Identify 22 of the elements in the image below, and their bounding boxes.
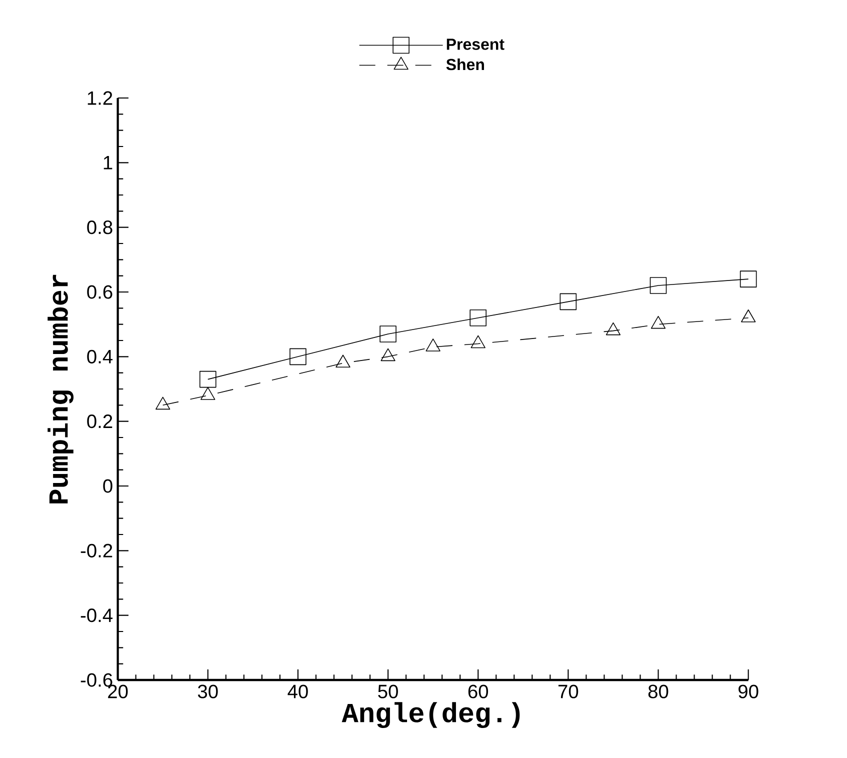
y-tick-label: -0.6 bbox=[80, 673, 112, 687]
x-tick-label: 60 bbox=[468, 684, 488, 698]
y-tick-label: -0.4 bbox=[80, 608, 113, 622]
x-axis-title: Angle(deg.) bbox=[342, 702, 520, 728]
x-tick-label: 90 bbox=[738, 684, 758, 698]
y-tick-label: 1.2 bbox=[88, 91, 112, 105]
y-tick-label: 0.4 bbox=[87, 350, 113, 364]
y-tick-label: 0.8 bbox=[87, 220, 112, 234]
legend-label: Shen bbox=[446, 58, 484, 70]
x-tick-label: 40 bbox=[288, 684, 308, 698]
x-tick-label: 30 bbox=[198, 684, 218, 698]
y-axis-title: Pumping number bbox=[48, 274, 74, 504]
x-tick-label: 50 bbox=[378, 684, 398, 698]
x-tick-label: 20 bbox=[108, 684, 128, 698]
x-tick-label: 80 bbox=[648, 684, 668, 698]
y-tick-label: 0.6 bbox=[87, 285, 112, 299]
x-tick-label: 70 bbox=[558, 684, 578, 698]
legend-label: Present bbox=[446, 38, 504, 50]
y-tick-label: 1 bbox=[104, 156, 112, 170]
y-tick-label: 0 bbox=[103, 479, 112, 493]
y-tick-label: 0.2 bbox=[87, 414, 112, 428]
y-tick-label: -0.2 bbox=[80, 544, 112, 558]
